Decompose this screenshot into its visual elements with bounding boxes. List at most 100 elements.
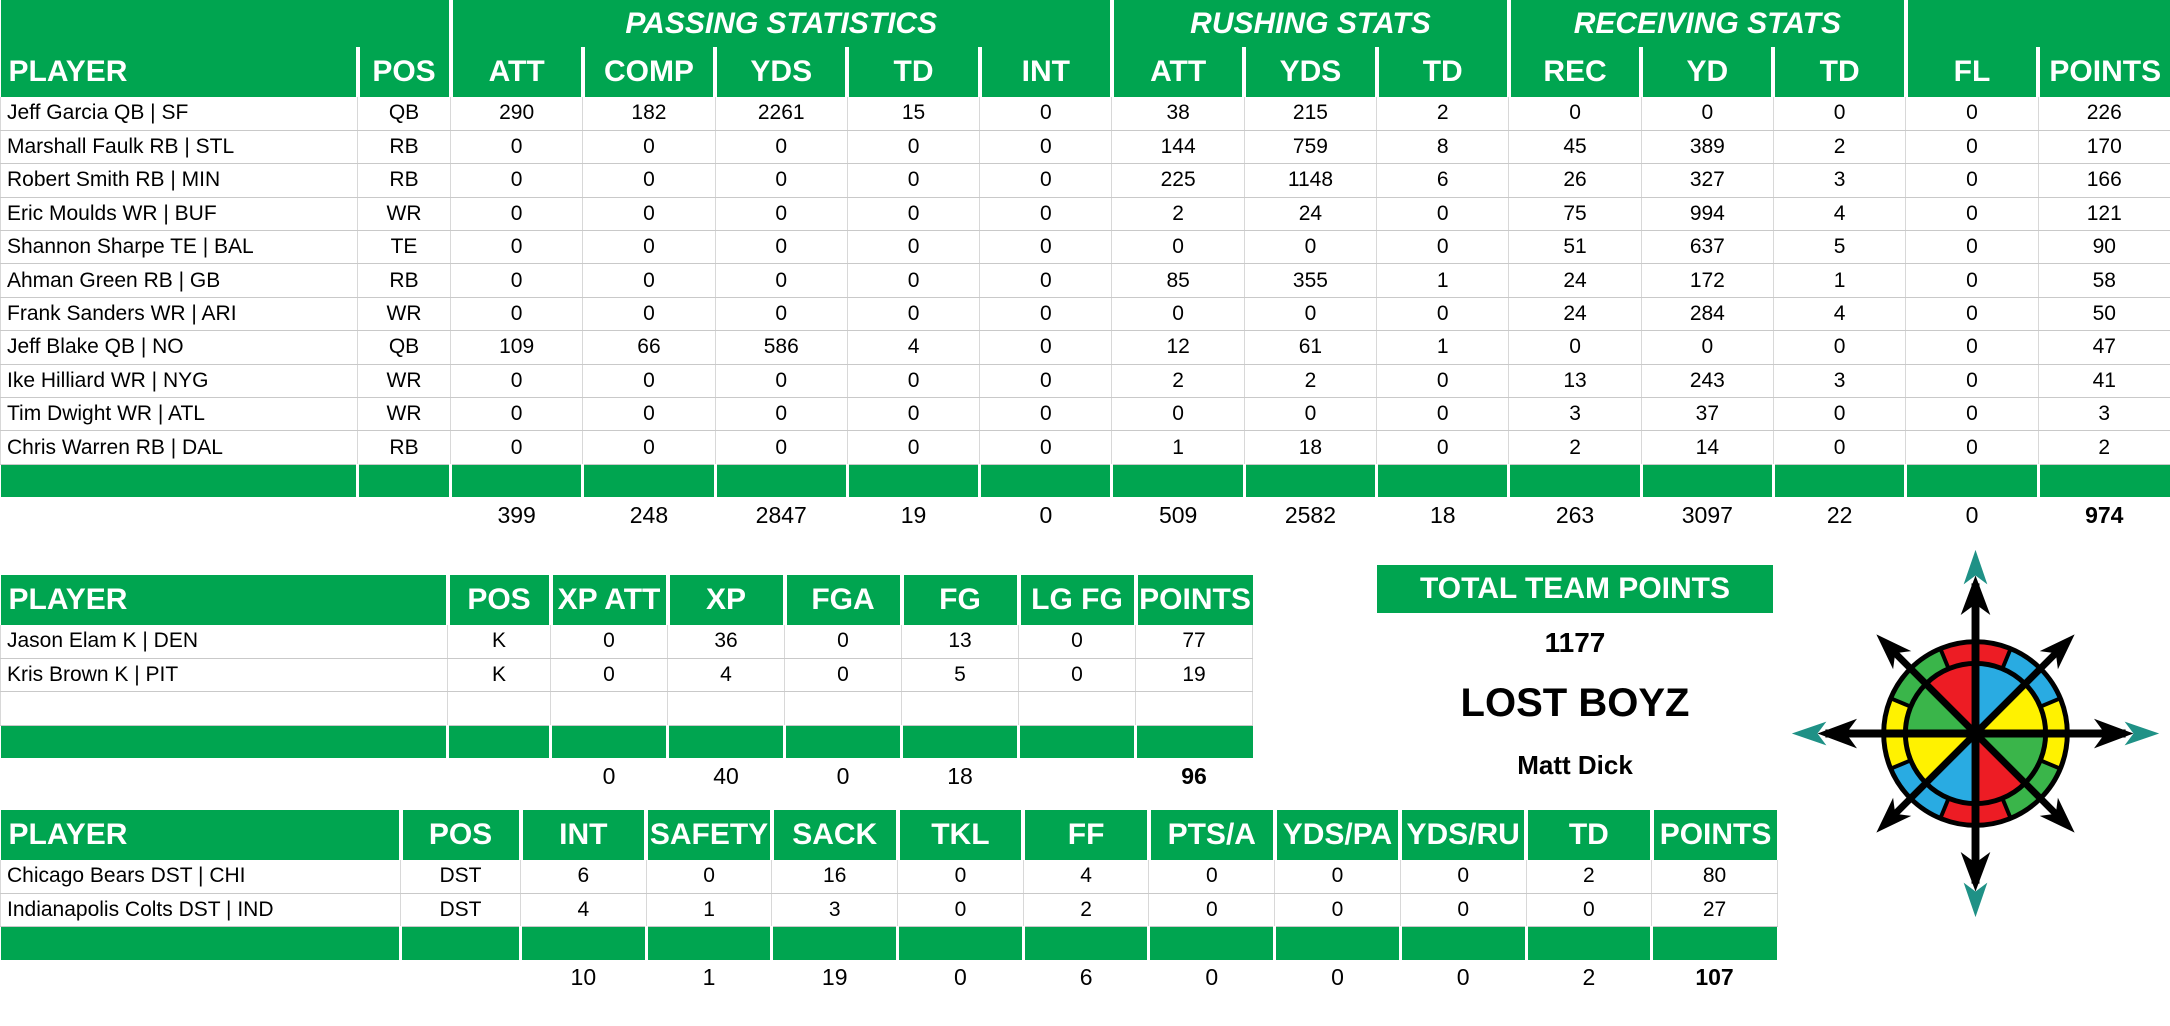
stat-cell[interactable]: 0 — [1773, 430, 1907, 465]
stat-cell[interactable]: 26 — [1508, 163, 1642, 198]
stat-cell[interactable]: 58 — [2038, 263, 2170, 298]
stat-cell[interactable]: 36 — [667, 625, 785, 659]
stat-cell[interactable]: 1 — [1773, 263, 1907, 298]
stat-cell[interactable]: 0 — [1148, 893, 1276, 928]
player-name-cell[interactable]: Tim Dwight WR | ATL — [0, 397, 358, 432]
stat-cell[interactable]: 0 — [1274, 860, 1401, 894]
stat-cell[interactable]: 75 — [1508, 197, 1642, 232]
player-name-cell[interactable]: Jason Elam K | DEN — [0, 625, 448, 659]
stat-cell[interactable]: 0 — [1905, 397, 2039, 432]
stat-cell[interactable]: 0 — [715, 430, 848, 465]
stat-cell[interactable]: 0 — [1905, 197, 2039, 232]
stat-cell[interactable]: 0 — [1376, 297, 1510, 332]
position-cell[interactable]: QB — [357, 97, 451, 131]
stat-cell[interactable]: 85 — [1111, 263, 1245, 298]
column-header-cell[interactable]: POINTS — [1651, 810, 1778, 860]
stat-cell[interactable]: 0 — [715, 130, 848, 165]
stat-cell[interactable]: 0 — [582, 230, 716, 265]
stat-cell[interactable]: 182 — [582, 97, 716, 131]
stat-cell[interactable]: 0 — [1641, 330, 1774, 365]
stat-cell[interactable]: 45 — [1508, 130, 1642, 165]
stat-cell[interactable]: 0 — [715, 263, 848, 298]
stat-cell[interactable]: 5 — [1773, 230, 1907, 265]
blank-cell[interactable] — [0, 691, 448, 726]
stat-cell[interactable]: 121 — [2038, 197, 2170, 232]
stat-cell[interactable]: 0 — [1400, 893, 1527, 928]
stat-cell[interactable]: 0 — [1018, 658, 1136, 693]
stat-cell[interactable]: 0 — [847, 397, 981, 432]
stat-cell[interactable]: 0 — [450, 430, 584, 465]
stat-cell[interactable]: 637 — [1641, 230, 1774, 265]
stat-cell[interactable]: 0 — [1111, 230, 1245, 265]
stat-cell[interactable]: 4 — [1773, 297, 1907, 332]
stat-cell[interactable]: 225 — [1111, 163, 1245, 198]
position-cell[interactable]: RB — [357, 263, 451, 298]
stat-cell[interactable]: 4 — [847, 330, 981, 365]
column-header-cell[interactable]: TKL — [897, 810, 1026, 860]
stat-cell[interactable]: 3 — [1508, 397, 1642, 432]
stat-cell[interactable]: 4 — [667, 658, 785, 693]
column-header-cell[interactable]: POINTS — [2038, 47, 2170, 97]
player-name-cell[interactable]: Eric Moulds WR | BUF — [0, 197, 358, 232]
player-name-cell[interactable]: Ahman Green RB | GB — [0, 263, 358, 298]
stat-cell[interactable]: 1 — [1376, 263, 1510, 298]
stat-cell[interactable]: 0 — [847, 364, 981, 399]
stat-cell[interactable]: 0 — [715, 297, 848, 332]
stat-cell[interactable]: 170 — [2038, 130, 2170, 165]
blank-cell[interactable] — [447, 691, 551, 726]
stat-cell[interactable]: 144 — [1111, 130, 1245, 165]
stat-cell[interactable]: 0 — [1244, 230, 1378, 265]
stat-cell[interactable]: 0 — [1641, 97, 1774, 131]
stat-cell[interactable]: 0 — [1773, 97, 1907, 131]
stat-cell[interactable]: 0 — [582, 163, 716, 198]
column-header-cell[interactable]: YDS/PA — [1274, 810, 1403, 860]
stat-cell[interactable]: 0 — [979, 297, 1113, 332]
column-header-cell[interactable]: COMP — [582, 47, 718, 97]
stat-cell[interactable]: 0 — [1376, 430, 1510, 465]
player-name-cell[interactable]: Jeff Garcia QB | SF — [0, 97, 358, 131]
column-header-cell[interactable]: YDS — [715, 47, 850, 97]
position-cell[interactable]: TE — [357, 230, 451, 265]
stat-cell[interactable]: 109 — [450, 330, 584, 365]
stat-cell[interactable]: 0 — [1376, 197, 1510, 232]
position-cell[interactable]: WR — [357, 397, 451, 432]
position-cell[interactable]: WR — [357, 297, 451, 332]
column-header-cell[interactable]: PLAYER — [0, 810, 403, 860]
stat-cell[interactable]: 12 — [1111, 330, 1245, 365]
stat-cell[interactable]: 90 — [2038, 230, 2170, 265]
stat-cell[interactable]: 166 — [2038, 163, 2170, 198]
stat-cell[interactable]: 0 — [979, 397, 1113, 432]
column-header-cell[interactable]: TD — [1376, 47, 1511, 97]
stat-cell[interactable]: 0 — [979, 230, 1113, 265]
stat-cell[interactable]: 0 — [1773, 397, 1907, 432]
stat-cell[interactable]: 66 — [582, 330, 716, 365]
stat-cell[interactable]: 15 — [847, 97, 981, 131]
column-header-cell[interactable]: XP ATT — [550, 575, 670, 625]
stat-cell[interactable]: 0 — [1376, 230, 1510, 265]
position-cell[interactable]: DST — [400, 893, 521, 928]
stat-cell[interactable]: 6 — [520, 860, 647, 894]
stat-cell[interactable]: 0 — [1244, 297, 1378, 332]
stat-cell[interactable]: 2 — [1111, 364, 1245, 399]
position-cell[interactable]: DST — [400, 860, 521, 894]
stat-cell[interactable]: 0 — [897, 893, 1024, 928]
stat-cell[interactable]: 0 — [1376, 364, 1510, 399]
column-header-cell[interactable]: SAFETY — [646, 810, 774, 860]
stat-cell[interactable]: 0 — [450, 130, 584, 165]
column-header-cell[interactable]: TD — [847, 47, 982, 97]
position-cell[interactable]: WR — [357, 197, 451, 232]
stat-cell[interactable]: 1 — [1376, 330, 1510, 365]
stat-cell[interactable]: 0 — [450, 263, 584, 298]
stat-cell[interactable]: 4 — [520, 893, 647, 928]
column-header-cell[interactable]: XP — [667, 575, 787, 625]
stat-cell[interactable]: 1 — [1111, 430, 1245, 465]
stat-cell[interactable]: 0 — [715, 230, 848, 265]
player-name-cell[interactable]: Ike Hilliard WR | NYG — [0, 364, 358, 399]
column-header-cell[interactable]: TD — [1526, 810, 1654, 860]
stat-cell[interactable]: 2 — [1376, 97, 1510, 131]
stat-cell[interactable]: 0 — [715, 364, 848, 399]
stat-cell[interactable]: 0 — [550, 658, 668, 693]
column-header-cell[interactable]: FG — [901, 575, 1021, 625]
column-header-cell[interactable]: YDS/RU — [1400, 810, 1528, 860]
player-name-cell[interactable]: Chicago Bears DST | CHI — [0, 860, 401, 894]
